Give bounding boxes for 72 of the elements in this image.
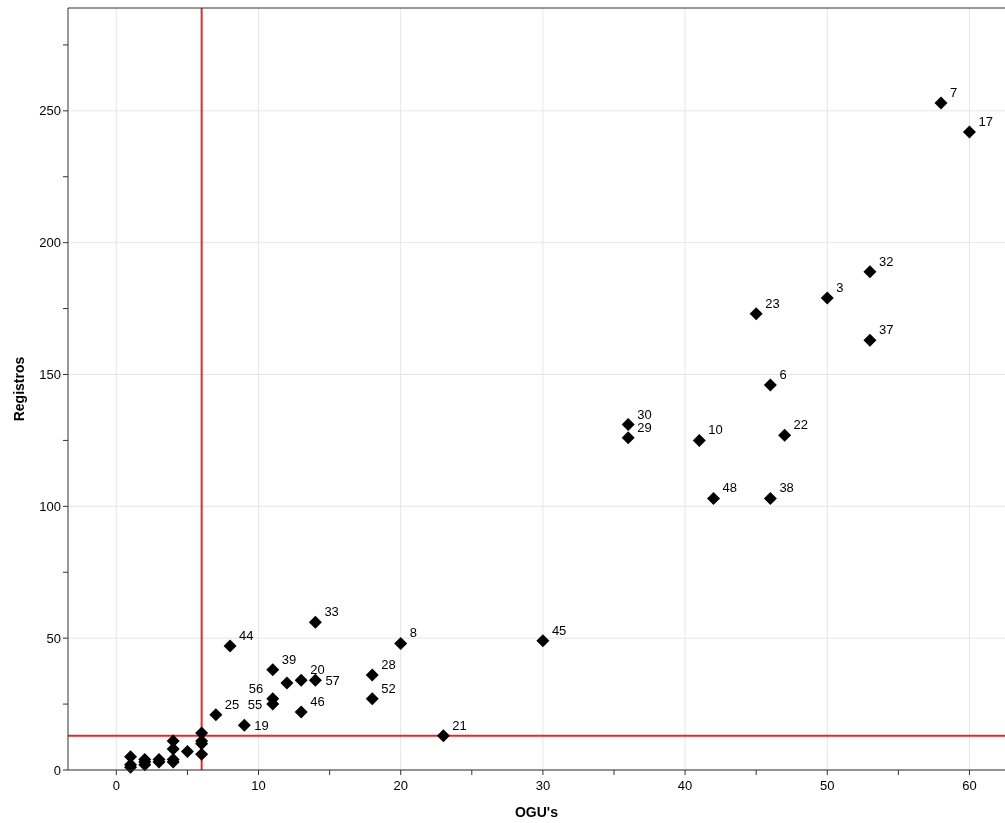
annotation: 21 (452, 717, 467, 733)
annotation: 44 (239, 628, 254, 644)
point (749, 307, 763, 321)
x-tick-label: 50 (820, 778, 835, 793)
x-tick-label: 40 (677, 778, 693, 793)
annotation: 33 (324, 604, 339, 620)
point (934, 96, 948, 110)
x-tick-label: 60 (962, 778, 977, 793)
x-axis-title: OGU's (514, 804, 559, 820)
point (394, 636, 408, 650)
point (180, 745, 194, 759)
point (223, 639, 237, 653)
annotation: 46 (310, 693, 325, 709)
y-tick-label: 100 (39, 498, 61, 514)
annotation: 23 (765, 295, 780, 311)
point (294, 673, 308, 687)
annotation: 7 (950, 84, 958, 100)
annotation: 6 (779, 367, 787, 383)
y-tick-label: 250 (39, 103, 61, 119)
point (536, 634, 550, 648)
point (209, 708, 223, 722)
annotation: 8 (409, 625, 417, 641)
point (237, 718, 251, 732)
point (692, 433, 706, 447)
point (962, 125, 976, 139)
x-tick-label: 30 (535, 778, 551, 793)
point (863, 265, 877, 279)
annotation: 52 (381, 680, 396, 696)
annotation: 38 (779, 480, 794, 496)
point (365, 668, 379, 682)
x-tick-label: 10 (251, 778, 266, 793)
annotation: 19 (254, 718, 269, 734)
annotation: 20 (310, 662, 325, 678)
point (763, 491, 777, 505)
annotation: 39 (281, 651, 297, 667)
annotation: 37 (878, 322, 894, 338)
annotation: 3 (836, 280, 844, 296)
point (280, 676, 294, 690)
point (863, 333, 877, 347)
annotation: 32 (878, 253, 894, 269)
point (365, 692, 379, 706)
point (707, 491, 721, 505)
annotation: 48 (722, 480, 737, 496)
x-tick-label: 0 (112, 778, 120, 793)
point (308, 615, 322, 629)
y-tick-label: 150 (39, 367, 61, 383)
point (308, 673, 322, 687)
y-tick-label: 200 (39, 235, 61, 251)
annotation: 22 (793, 417, 809, 433)
annotation: 29 (637, 419, 652, 435)
y-axis-title: Registros (11, 356, 27, 422)
point (621, 418, 635, 432)
annotation: 25 (224, 696, 240, 712)
point (621, 431, 635, 445)
annotation: 17 (978, 113, 993, 129)
point (266, 663, 280, 677)
point (294, 705, 308, 719)
point (195, 747, 209, 761)
point (763, 378, 777, 392)
point (436, 729, 450, 743)
point (820, 291, 834, 305)
y-tick-label: 50 (46, 630, 61, 646)
point (778, 428, 792, 442)
y-tick-label: 0 (53, 762, 61, 778)
annotation: 10 (708, 422, 723, 438)
annotation: 28 (381, 657, 396, 673)
annotation: 55 (247, 697, 263, 713)
annotation: 45 (551, 622, 567, 638)
annotation: 30 (637, 406, 652, 422)
x-tick-label: 20 (393, 778, 408, 793)
annotation: 56 (248, 680, 264, 696)
annotation: 57 (325, 673, 340, 689)
